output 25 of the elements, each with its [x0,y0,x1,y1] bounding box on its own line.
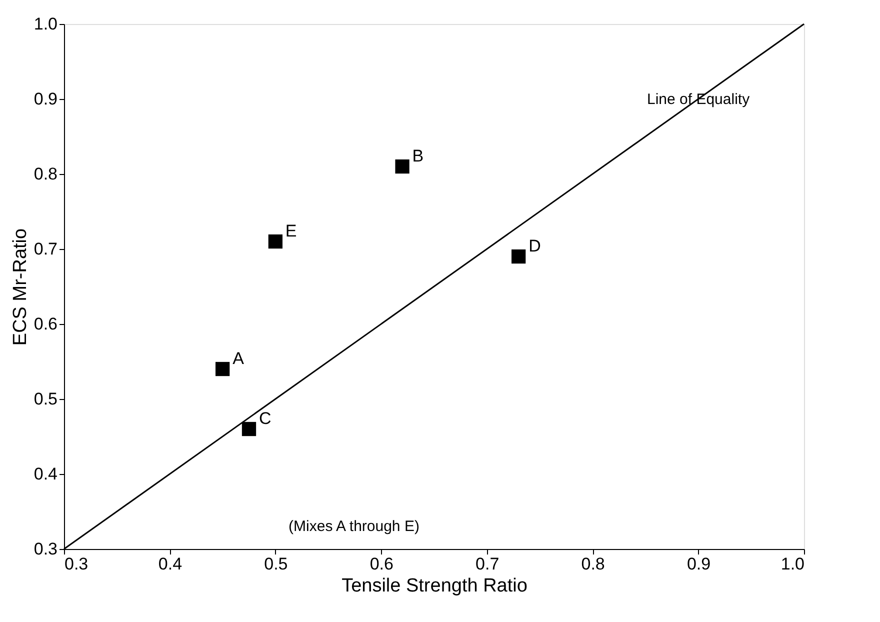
annotation: A [232,349,245,368]
y-tick-label: 0.4 [34,464,58,484]
x-tick-label: 0.4 [158,554,182,574]
annotation: D [528,236,541,256]
y-tick-label: 0.5 [34,390,58,408]
x-tick-label: 0.7 [476,554,500,574]
annotation: Line of Equality [646,91,750,108]
y-tick-label: 1.0 [34,14,58,34]
x-axis-title: Tensile Strength Ratio [342,576,528,596]
y-tick-label: 0.8 [34,164,58,184]
x-tick-label: 0.5 [264,554,288,574]
annotation: B [412,146,424,166]
x-tick-label: 0.8 [581,554,605,574]
x-tick-label: 0.3 [64,554,88,574]
y-tick-label: 0.7 [34,240,58,258]
annotation: C [259,409,272,428]
y-axis-title: ECS Mr-Ratio [10,228,31,346]
x-tick-label: 1.0 [780,554,804,574]
annotation: (Mixes A through E) [288,518,420,535]
y-tick-label: 0.3 [34,540,58,558]
y-tick-label: 0.9 [34,90,58,108]
annotation: E [285,222,297,240]
x-tick-label: 0.6 [370,554,394,574]
x-tick-label: 0.9 [686,554,711,574]
y-tick-label: 0.6 [34,314,58,334]
